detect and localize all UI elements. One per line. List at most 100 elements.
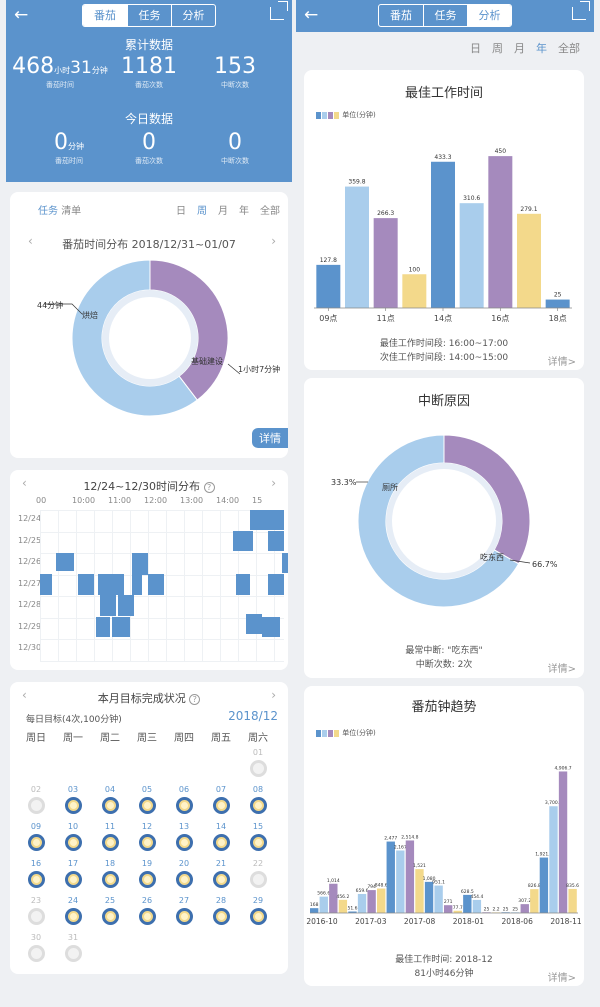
trend-bar-label-2: 1,014 [327,878,340,884]
top-bar-right: ← 番茄 任务 分析 [296,0,594,32]
tab-analysis[interactable]: 分析 [171,5,215,26]
details-button[interactable]: 详情 [252,428,288,448]
calendar-day[interactable]: 15 [244,822,272,851]
stats-panel: 累计数据 468小时31分钟 番茄时间 1181 番茄次数 153 中断次数 今日数… [6,32,292,182]
goal-prev-icon[interactable]: ‹ [22,688,27,702]
r-period-year[interactable]: 年 [536,42,547,55]
timeline-prev-icon[interactable]: ‹ [22,476,27,490]
best-bar-label-3: 100 [409,266,421,273]
calendar-day[interactable]: 22 [244,859,272,888]
day-number: 22 [252,859,264,868]
trend-bar-label-22: 307.2 [518,898,531,904]
calendar-day[interactable]: 21 [207,859,235,888]
calendar-day[interactable]: 26 [133,896,161,925]
trend-bar-label-1: 566.6 [317,891,330,897]
trend-bar-1 [319,896,328,913]
calendar-day[interactable]: 05 [133,785,161,814]
r-period-month[interactable]: 月 [514,42,525,55]
goal-progress-icon [249,834,267,851]
back-arrow-icon[interactable]: ← [14,5,29,25]
calendar-day[interactable]: 09 [22,822,50,851]
goal-progress-icon [249,908,267,925]
timeline-block [132,553,148,575]
calendar-day[interactable]: 20 [170,859,198,888]
calendar-day[interactable]: 03 [59,785,87,814]
best-details-link[interactable]: 详情> [547,357,576,368]
hour-label: 15 [252,496,263,505]
back-arrow-icon-right[interactable]: ← [304,5,319,25]
calendar-day[interactable]: 14 [207,822,235,851]
share-icon-right[interactable] [572,1,590,20]
goal-progress-icon [101,797,119,814]
calendar-day[interactable]: 19 [133,859,161,888]
calendar-day[interactable]: 28 [207,896,235,925]
calendar-day[interactable]: 02 [22,785,50,814]
goal-progress-icon [138,908,156,925]
calendar-day[interactable]: 07 [207,785,235,814]
trend-bar-23 [530,889,539,913]
trend-card: 番茄钟趋势 单位(分钟) 168 566.6 1,014 456.2 51.6 659.6… [304,686,584,986]
trend-x-tick-5: 2018-11 [550,917,582,926]
calendar-day[interactable]: 24 [59,896,87,925]
prev-arrow-icon[interactable]: ‹ [28,234,33,248]
weekday-label: 周二 [100,733,120,744]
calendar-day[interactable]: 10 [59,822,87,851]
calendar-day[interactable]: 29 [244,896,272,925]
date-label: 12/26 [18,557,42,566]
best-bar-label-5: 310.6 [463,195,480,202]
tab-analysis-right[interactable]: 分析 [467,5,511,26]
r-period-all[interactable]: 全部 [558,42,580,55]
calendar-day[interactable]: 23 [22,896,50,925]
trend-bar-17 [472,899,482,913]
goal-next-icon[interactable]: › [271,688,276,702]
calendar-day[interactable]: 04 [96,785,124,814]
calendar-day[interactable]: 18 [96,859,124,888]
trend-bar-label-25: 3,700.8 [545,800,562,806]
calendar-day[interactable]: 17 [59,859,87,888]
date-label: 12/30 [18,643,42,652]
trend-details-link[interactable]: 详情> [547,973,576,984]
goal-help-icon[interactable]: ? [189,694,201,705]
interrupt-details-link[interactable]: 详情> [547,664,576,675]
period-year[interactable]: 年 [239,206,249,217]
calendar-day[interactable]: 11 [96,822,124,851]
trend-title: 番茄钟趋势 [411,700,477,715]
day-number: 01 [252,748,264,757]
calendar-day[interactable]: 31 [59,933,87,962]
calendar-day[interactable]: 01 [244,748,272,777]
calendar-day[interactable]: 12 [133,822,161,851]
next-arrow-icon[interactable]: › [271,234,276,248]
task-toggle[interactable]: 任务 [38,206,58,217]
tab-task[interactable]: 任务 [127,5,171,26]
day-number: 18 [104,859,116,868]
calendar-day[interactable]: 06 [170,785,198,814]
hour-label: 14:00 [216,496,240,505]
calendar-day[interactable]: 27 [170,896,198,925]
trend-bar-11 [415,869,424,913]
timeline-block [108,574,124,595]
share-icon[interactable] [270,1,288,20]
calendar-day[interactable]: 25 [96,896,124,925]
trend-x-tick-4: 2018-06 [502,917,534,926]
tab-tomato[interactable]: 番茄 [83,5,127,26]
tab-tomato-right[interactable]: 番茄 [390,9,412,22]
period-day[interactable]: 日 [176,206,186,217]
period-week[interactable]: 周 [197,206,207,217]
trend-bar-label-7: 848.6 [375,883,388,889]
trend-bar-label-9: 2,167 [394,844,407,850]
r-period-week[interactable]: 周 [492,42,503,55]
tab-task-right[interactable]: 任务 [423,5,467,26]
period-all[interactable]: 全部 [260,206,280,217]
help-icon[interactable]: ? [203,482,215,493]
calendar-day[interactable]: 30 [22,933,50,962]
r-period-day[interactable]: 日 [470,42,481,55]
calendar-day[interactable]: 13 [170,822,198,851]
timeline-next-icon[interactable]: › [271,476,276,490]
calendar-day[interactable]: 08 [244,785,272,814]
best-bar-label-6: 450 [495,148,507,155]
calendar-day[interactable]: 16 [22,859,50,888]
distribution-title: 番茄时间分布 2018/12/31~01/07 [62,238,236,251]
goal-progress-icon [64,871,82,888]
period-month[interactable]: 月 [218,206,228,217]
list-toggle[interactable]: 清单 [61,206,82,217]
